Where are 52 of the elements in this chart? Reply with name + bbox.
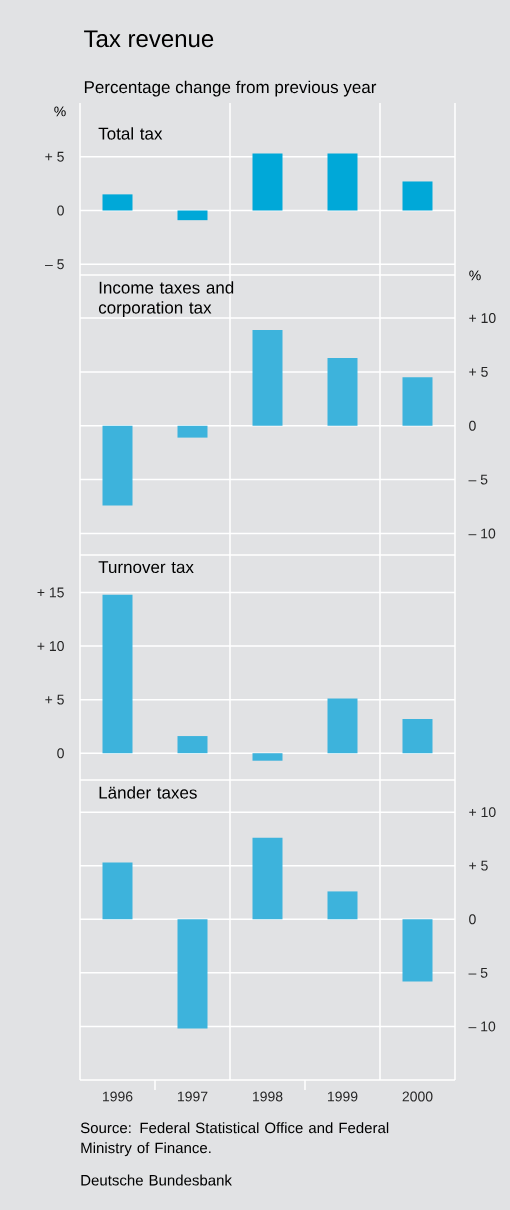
- bar: [252, 329, 283, 426]
- y2-tick-label: + 5: [469, 860, 488, 871]
- x-tick-label: 1997: [177, 1091, 208, 1102]
- chart-title: Länder taxes: [99, 786, 197, 799]
- bar: [177, 919, 208, 1029]
- bar: [102, 594, 133, 754]
- y2-tick-label: + 10: [469, 807, 496, 818]
- chart-title: Turnover tax: [98, 561, 194, 574]
- y-tick-label: 0: [57, 205, 64, 216]
- text: Deutsche Bundesbank: [81, 1174, 232, 1186]
- x-tick-label: 1998: [252, 1091, 283, 1102]
- y-tick-label: + 15: [37, 587, 64, 598]
- bar: [252, 753, 283, 761]
- bar: [327, 698, 358, 754]
- bar: [402, 718, 433, 754]
- y2-tick-label: + 5: [469, 367, 488, 377]
- bar: [402, 181, 433, 211]
- x-tick-label: 1996: [102, 1091, 133, 1102]
- y2-tick-label: – 5: [468, 967, 488, 978]
- y-tick-label: + 10: [37, 641, 64, 652]
- y2-tick-label: – 10: [468, 1021, 496, 1032]
- bar: [402, 377, 433, 426]
- bar: [252, 837, 283, 920]
- bar: [102, 194, 133, 211]
- bar: [327, 891, 358, 920]
- y2-axis-title: %: [469, 270, 481, 281]
- bar: [177, 210, 208, 221]
- y-tick-label: + 5: [45, 694, 64, 705]
- x-tick-label: 1999: [327, 1091, 358, 1102]
- bar: [177, 425, 208, 438]
- y-axis-title: %: [54, 106, 66, 117]
- y2-tick-label: 0: [469, 914, 476, 925]
- bar: [327, 153, 358, 211]
- bar: [102, 425, 133, 506]
- chart-subtitle: Percentage change from previous year: [84, 80, 377, 97]
- y-tick-label: – 5: [45, 259, 64, 270]
- bar: [327, 357, 358, 426]
- bar: [252, 153, 283, 211]
- bar: [102, 862, 133, 920]
- y-tick-label: + 5: [45, 151, 64, 162]
- y2-tick-label: 0: [469, 420, 476, 431]
- x-tick-label: 2000: [402, 1091, 433, 1102]
- source-note: Source: Federal Statistical Office and Federal Ministry of Finance.: [80, 1122, 389, 1157]
- bar: [402, 919, 433, 982]
- text: Income taxes and corporation tax: [98, 281, 234, 318]
- y2-tick-label: – 10: [468, 528, 496, 539]
- chart-title: Tax revenue: [84, 30, 214, 48]
- annotation: Total tax: [98, 127, 163, 140]
- bar: [177, 736, 208, 754]
- y-tick-label: 0: [57, 748, 64, 759]
- y2-tick-label: + 10: [469, 313, 496, 324]
- y2-tick-label: – 5: [468, 474, 488, 485]
